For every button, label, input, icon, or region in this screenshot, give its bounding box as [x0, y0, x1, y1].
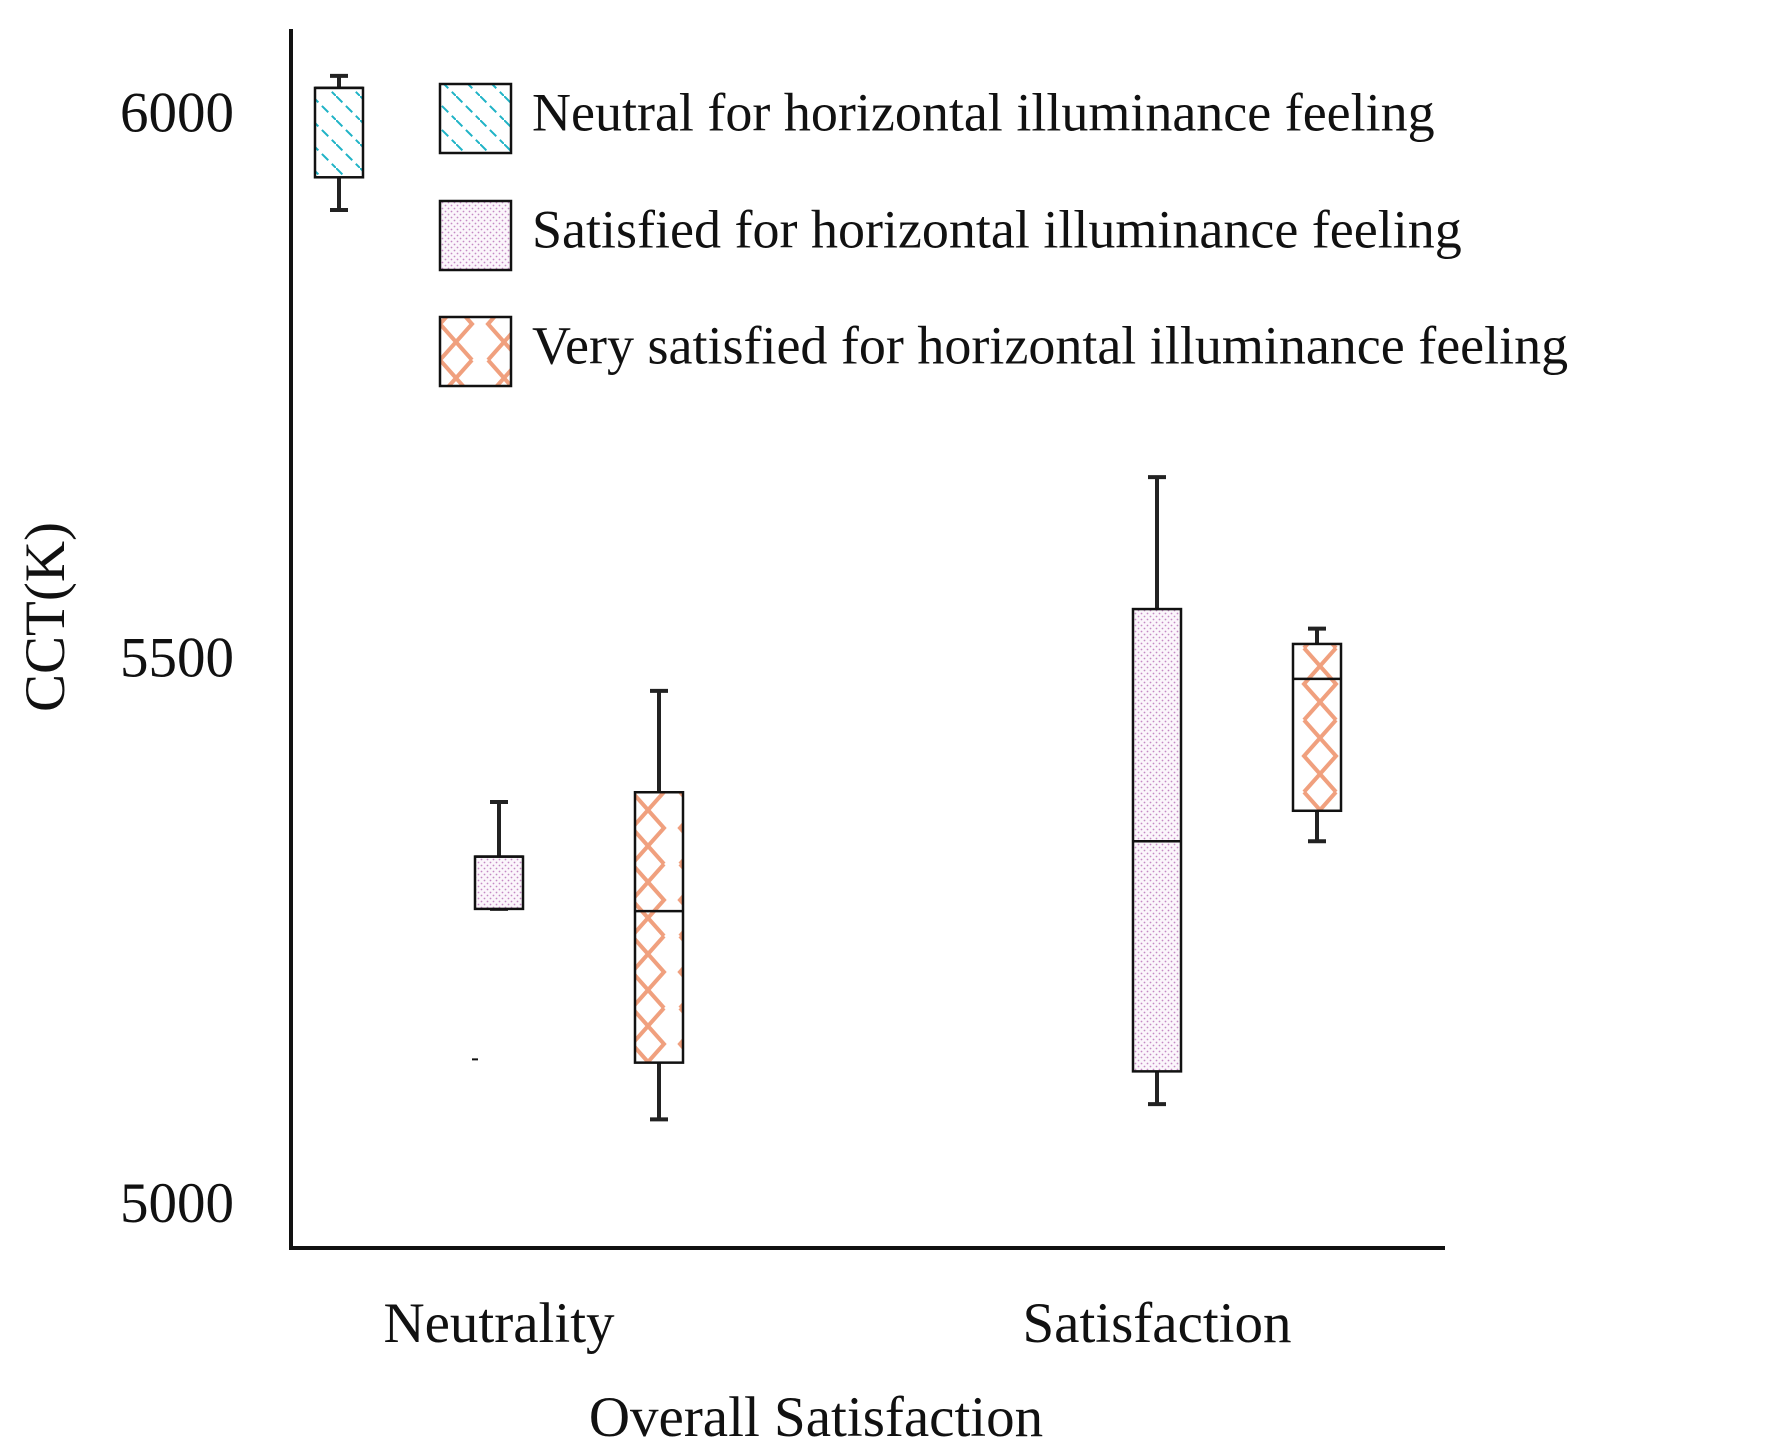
box	[313, 86, 365, 179]
legend-swatch	[438, 82, 513, 155]
box	[1291, 642, 1343, 813]
y-tick-label: 6000	[120, 81, 234, 144]
legend-label: Neutral for horizontal illuminance feeli…	[532, 82, 1435, 142]
x-axis-title: Overall Satisfaction	[589, 1386, 1043, 1449]
y-tick-label: 5000	[120, 1172, 234, 1235]
legend-label: Very satisfied for horizontal illuminanc…	[532, 315, 1568, 375]
x-tick-label: Neutrality	[383, 1292, 615, 1355]
y-axis-title: CCT(K)	[14, 522, 77, 712]
legend-swatch	[438, 315, 513, 388]
x-tick-label: Satisfaction	[1022, 1292, 1291, 1355]
y-tick-label: 5500	[120, 627, 234, 690]
legend-label: Satisfied for horizontal illuminance fee…	[532, 199, 1462, 259]
legend-swatch	[438, 199, 513, 272]
box	[633, 790, 685, 1064]
box	[473, 855, 525, 911]
